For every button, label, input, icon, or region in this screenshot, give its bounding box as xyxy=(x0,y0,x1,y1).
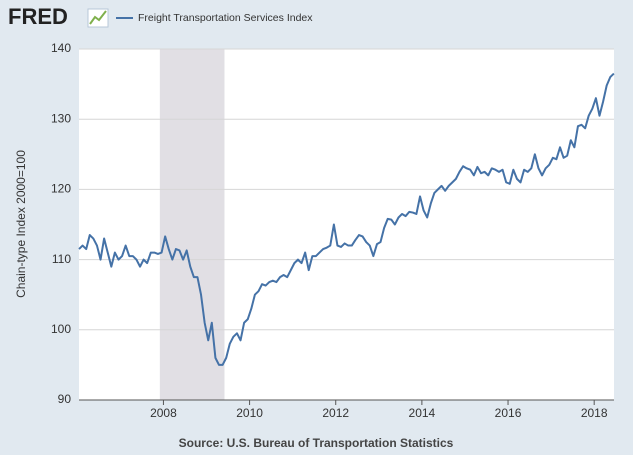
y-tick-label: 110 xyxy=(52,252,71,266)
x-tick-label: 2008 xyxy=(150,406,177,420)
y-tick-label: 100 xyxy=(51,322,71,336)
source: Source: U.S. Bureau of Transportation St… xyxy=(179,436,454,450)
logo-icon xyxy=(87,8,109,28)
x-tick-label: 2018 xyxy=(581,406,608,420)
x-tick-label: 2010 xyxy=(236,406,263,420)
y-tick-label: 130 xyxy=(51,111,71,125)
x-tick-label: 2014 xyxy=(409,406,436,420)
y-tick-label: 120 xyxy=(51,182,71,196)
x-tick-label: 2012 xyxy=(322,406,349,420)
plot-area xyxy=(79,49,614,400)
x-tick-label: 2016 xyxy=(495,406,522,420)
y-axis-label: Chain-type Index 2000=100 xyxy=(14,150,28,298)
logo: FRED xyxy=(8,4,68,29)
y-tick-label: 140 xyxy=(51,41,71,55)
series-line xyxy=(78,72,615,366)
legend-label: Freight Transportation Services Index xyxy=(138,12,313,24)
y-tick-label: 90 xyxy=(58,392,72,406)
